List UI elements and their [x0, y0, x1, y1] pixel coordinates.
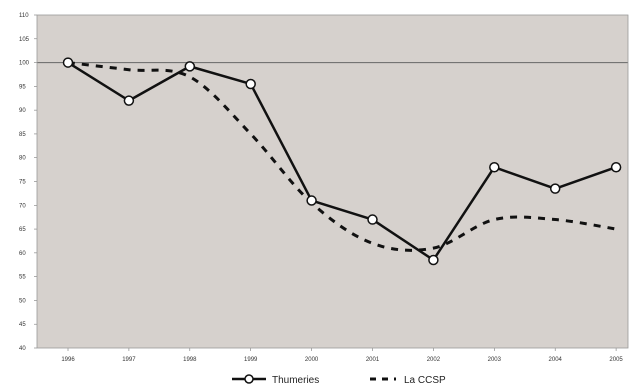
plot-background: [37, 15, 628, 348]
plot-frame: [36, 14, 629, 349]
data-point-thumeries: [184, 61, 196, 72]
data-point-thumeries: [306, 195, 317, 206]
data-point-thumeries: [549, 183, 561, 194]
data-point-thumeries: [62, 57, 74, 68]
data-point-thumeries: [489, 161, 500, 173]
y-tick-label: 55: [19, 275, 26, 281]
legend-label-la-ccsp: La CCSP: [404, 375, 446, 386]
data-point-thumeries: [123, 95, 135, 106]
x-tick-label: 1997: [122, 357, 136, 363]
data-point-thumeries: [245, 78, 256, 90]
x-tick-label: 1999: [244, 357, 258, 363]
series-line-thumeries: [67, 61, 617, 262]
y-tick-label: 40: [19, 346, 26, 352]
legend-label-thumeries: Thumeries: [272, 375, 319, 386]
y-tick-label: 65: [19, 227, 26, 233]
legend: Thumeries La CCSP: [232, 374, 446, 386]
data-point-thumeries: [428, 254, 439, 266]
y-tick-label: 70: [19, 203, 26, 209]
y-tick-label: 50: [19, 298, 26, 304]
y-tick-label: 95: [19, 84, 26, 90]
x-tick-label: 2000: [305, 357, 319, 363]
x-tick-label: 2001: [366, 357, 380, 363]
x-tick-label: 2005: [609, 357, 623, 363]
y-tick-label: 45: [19, 322, 26, 328]
y-tick-label: 105: [19, 37, 30, 43]
y-tick-label: 90: [19, 108, 26, 114]
x-tick-label: 1996: [61, 357, 75, 363]
y-tick-label: 85: [19, 132, 26, 138]
x-tick-label: 2003: [488, 357, 502, 363]
y-tick-label: 110: [19, 13, 29, 19]
x-tick-label: 2002: [427, 357, 441, 363]
data-point-thumeries: [610, 161, 622, 173]
y-tick-label: 60: [19, 251, 26, 257]
y-tick-label: 75: [19, 180, 26, 186]
x-tick-label: 1998: [183, 357, 197, 363]
y-tick-label: 80: [19, 156, 26, 162]
legend-marker-thumeries: [244, 374, 254, 384]
y-tick-label: 100: [19, 61, 30, 67]
x-tick-label: 2004: [549, 357, 563, 363]
series-line-la-ccsp: [67, 61, 617, 252]
data-point-thumeries: [367, 214, 378, 225]
